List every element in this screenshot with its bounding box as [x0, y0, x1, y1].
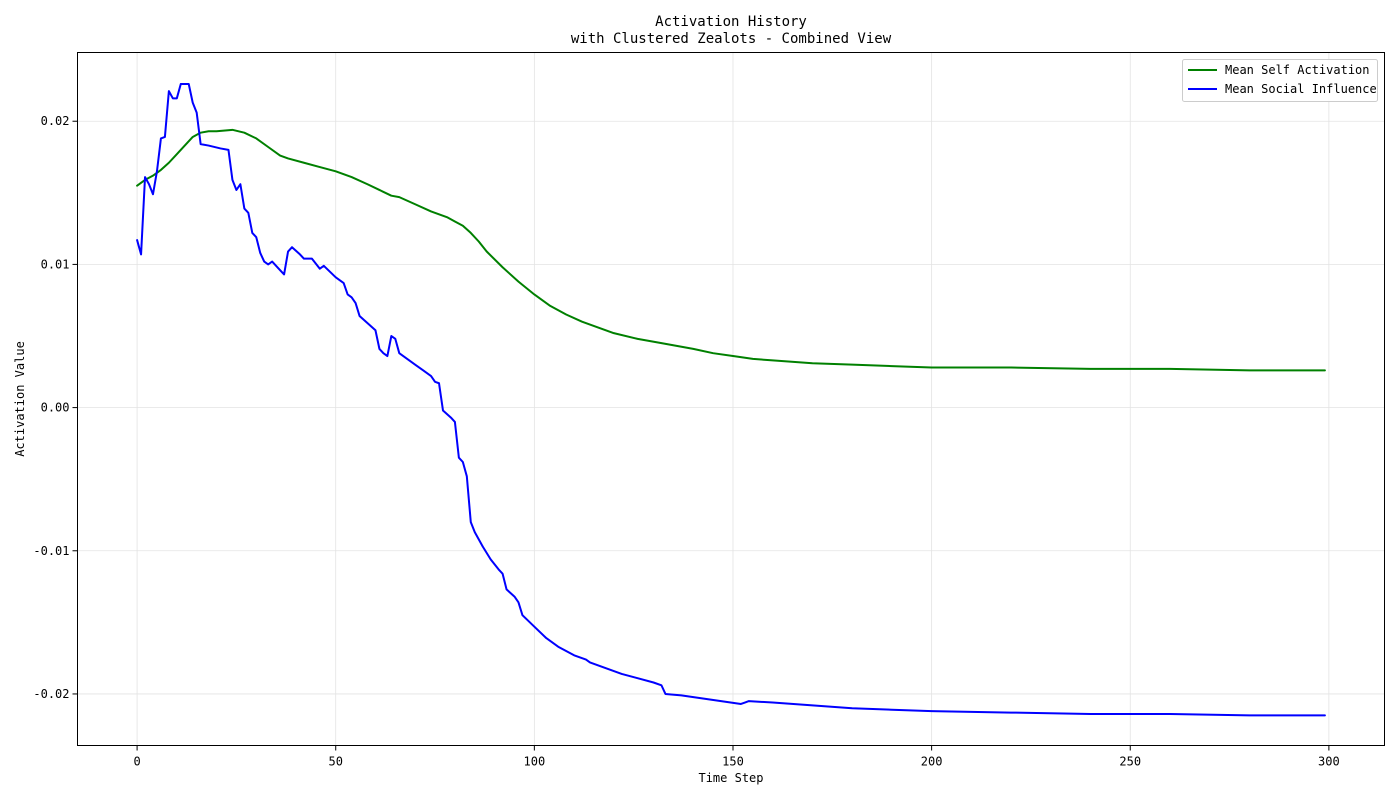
y-tick-label: -0.01: [33, 544, 69, 558]
chart-subtitle: with Clustered Zealots - Combined View: [571, 31, 892, 47]
legend-box: [1182, 59, 1378, 102]
y-tick-label: -0.02: [33, 687, 69, 701]
legend-label-self-activation: Mean Self Activation: [1225, 63, 1370, 77]
y-tick-label: 0.00: [41, 401, 70, 415]
plot-series: [136, 83, 1326, 717]
y-tick-label: 0.01: [41, 257, 70, 271]
x-tick-label: 200: [921, 755, 943, 769]
x-tick-label: 300: [1318, 755, 1340, 769]
y-axis: -0.02 -0.01 0.00 0.01 0.02: [33, 114, 78, 701]
x-axis-label: Time Step: [698, 771, 763, 785]
series-line-social-influence: [136, 83, 1326, 717]
grid: [77, 52, 1385, 746]
plot-frame: [77, 52, 1385, 746]
chart-title: Activation History: [655, 14, 807, 30]
x-tick-label: 0: [133, 755, 140, 769]
series-line-self-activation: [136, 128, 1326, 372]
x-axis: 0 50 100 150 200 250 300: [133, 745, 1340, 769]
x-tick-label: 50: [328, 755, 342, 769]
legend-label-social-influence: Mean Social Influence: [1225, 82, 1377, 96]
x-tick-label: 150: [722, 755, 744, 769]
y-axis-label: Activation Value: [13, 341, 27, 457]
x-tick-label: 250: [1119, 755, 1141, 769]
legend: Mean Self Activation Mean Social Influen…: [1182, 59, 1378, 102]
x-tick-label: 100: [524, 755, 546, 769]
y-tick-label: 0.02: [41, 114, 70, 128]
